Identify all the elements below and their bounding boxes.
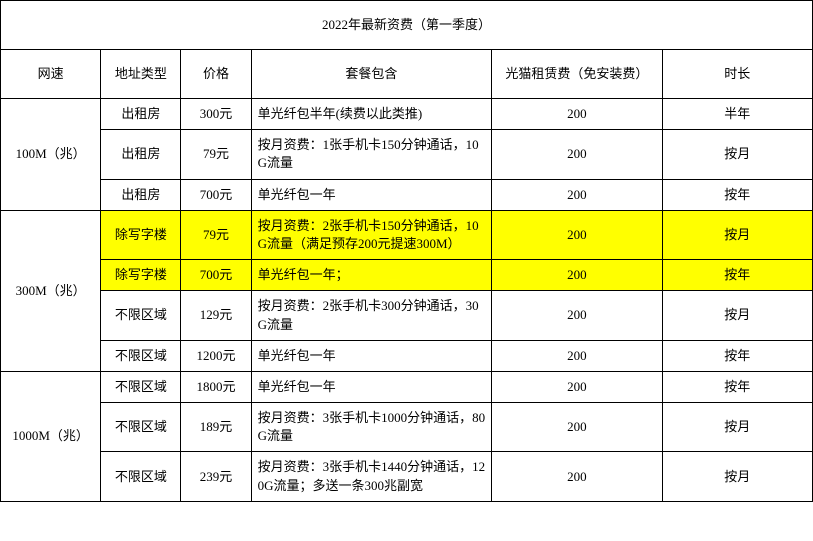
- table-row: 出租房700元单光纤包一年200按年: [1, 179, 813, 210]
- table-row: 不限区域1200元单光纤包一年200按年: [1, 340, 813, 371]
- addr-cell: 出租房: [101, 99, 181, 130]
- duration-cell: 按年: [662, 179, 812, 210]
- col-header: 价格: [181, 50, 251, 99]
- price-cell: 239元: [181, 452, 251, 501]
- header-row: 网速地址类型价格套餐包含光猫租赁费（免安装费）时长: [1, 50, 813, 99]
- table-row: 300M（兆）除写字楼79元按月资费：2张手机卡150分钟通话，10G流量（满足…: [1, 210, 813, 259]
- table-row: 出租房79元按月资费：1张手机卡150分钟通话，10G流量200按月: [1, 130, 813, 179]
- price-cell: 300元: [181, 99, 251, 130]
- plan-cell: 单光纤包一年: [251, 371, 492, 402]
- table-row: 不限区域129元按月资费：2张手机卡300分钟通话，30G流量200按月: [1, 291, 813, 340]
- modem-cell: 200: [492, 260, 662, 291]
- price-cell: 700元: [181, 260, 251, 291]
- speed-cell: 100M（兆）: [1, 99, 101, 211]
- addr-cell: 不限区域: [101, 291, 181, 340]
- col-header: 地址类型: [101, 50, 181, 99]
- duration-cell: 按年: [662, 340, 812, 371]
- col-header: 套餐包含: [251, 50, 492, 99]
- duration-cell: 按年: [662, 371, 812, 402]
- addr-cell: 不限区域: [101, 371, 181, 402]
- col-header: 时长: [662, 50, 812, 99]
- plan-cell: 按月资费：2张手机卡300分钟通话，30G流量: [251, 291, 492, 340]
- col-header: 网速: [1, 50, 101, 99]
- addr-cell: 不限区域: [101, 403, 181, 452]
- price-cell: 189元: [181, 403, 251, 452]
- table-row: 不限区域239元按月资费：3张手机卡1440分钟通话，120G流量；多送一条30…: [1, 452, 813, 501]
- duration-cell: 按月: [662, 130, 812, 179]
- modem-cell: 200: [492, 371, 662, 402]
- speed-cell: 300M（兆）: [1, 210, 101, 371]
- duration-cell: 按月: [662, 452, 812, 501]
- col-header: 光猫租赁费（免安装费）: [492, 50, 662, 99]
- modem-cell: 200: [492, 210, 662, 259]
- plan-cell: 单光纤包一年: [251, 179, 492, 210]
- modem-cell: 200: [492, 291, 662, 340]
- plan-cell: 单光纤包半年(续费以此类推): [251, 99, 492, 130]
- duration-cell: 半年: [662, 99, 812, 130]
- plan-cell: 按月资费：1张手机卡150分钟通话，10G流量: [251, 130, 492, 179]
- price-cell: 79元: [181, 130, 251, 179]
- modem-cell: 200: [492, 403, 662, 452]
- duration-cell: 按月: [662, 210, 812, 259]
- table-title: 2022年最新资费（第一季度）: [1, 1, 813, 50]
- table-row: 除写字楼700元单光纤包一年；200按年: [1, 260, 813, 291]
- plan-cell: 按月资费：3张手机卡1440分钟通话，120G流量；多送一条300兆副宽: [251, 452, 492, 501]
- plan-cell: 单光纤包一年；: [251, 260, 492, 291]
- addr-cell: 出租房: [101, 130, 181, 179]
- table-body: 100M（兆）出租房300元单光纤包半年(续费以此类推)200半年出租房79元按…: [1, 99, 813, 502]
- speed-cell: 1000M（兆）: [1, 371, 101, 501]
- price-cell: 79元: [181, 210, 251, 259]
- modem-cell: 200: [492, 179, 662, 210]
- price-cell: 129元: [181, 291, 251, 340]
- table-row: 100M（兆）出租房300元单光纤包半年(续费以此类推)200半年: [1, 99, 813, 130]
- modem-cell: 200: [492, 340, 662, 371]
- plan-cell: 单光纤包一年: [251, 340, 492, 371]
- addr-cell: 不限区域: [101, 340, 181, 371]
- addr-cell: 不限区域: [101, 452, 181, 501]
- duration-cell: 按月: [662, 403, 812, 452]
- modem-cell: 200: [492, 130, 662, 179]
- plan-cell: 按月资费：2张手机卡150分钟通话，10G流量（满足预存200元提速300M）: [251, 210, 492, 259]
- duration-cell: 按月: [662, 291, 812, 340]
- modem-cell: 200: [492, 99, 662, 130]
- addr-cell: 除写字楼: [101, 260, 181, 291]
- pricing-table: 2022年最新资费（第一季度） 网速地址类型价格套餐包含光猫租赁费（免安装费）时…: [0, 0, 813, 502]
- price-cell: 700元: [181, 179, 251, 210]
- addr-cell: 出租房: [101, 179, 181, 210]
- price-cell: 1200元: [181, 340, 251, 371]
- table-row: 1000M（兆）不限区域1800元单光纤包一年200按年: [1, 371, 813, 402]
- table-row: 不限区域189元按月资费：3张手机卡1000分钟通话，80G流量200按月: [1, 403, 813, 452]
- price-cell: 1800元: [181, 371, 251, 402]
- duration-cell: 按年: [662, 260, 812, 291]
- modem-cell: 200: [492, 452, 662, 501]
- plan-cell: 按月资费：3张手机卡1000分钟通话，80G流量: [251, 403, 492, 452]
- addr-cell: 除写字楼: [101, 210, 181, 259]
